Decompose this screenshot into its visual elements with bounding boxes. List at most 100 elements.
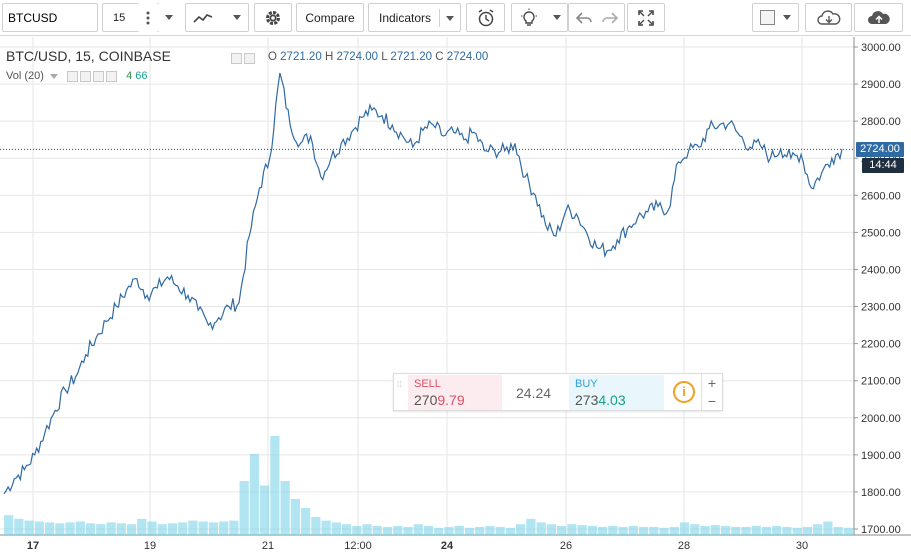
interval-dropdown-caret[interactable] (158, 3, 180, 32)
settings-button[interactable] (254, 3, 292, 32)
y-tick-label: 2300.00 (861, 302, 901, 314)
last-price-tag: 2724.00 (856, 142, 904, 157)
volume-label: Vol (20) (6, 70, 44, 82)
volume-bar (403, 526, 413, 535)
menu-dots-icon[interactable] (138, 3, 158, 32)
compare-button[interactable]: Compare (296, 3, 364, 32)
volume-bar (741, 526, 751, 535)
sell-button[interactable]: SELL 2709.79 (408, 375, 502, 410)
volume-bar (4, 515, 14, 535)
low-label: L (381, 51, 388, 63)
volume-bar (444, 526, 454, 535)
plus-icon[interactable]: + (707, 375, 717, 391)
info-icon[interactable]: i (673, 381, 695, 403)
chart-style-button[interactable] (185, 3, 249, 32)
x-tick-label: 26 (560, 540, 572, 552)
volume-bar (802, 526, 813, 535)
volume-bar (55, 523, 65, 535)
legend-close-icon[interactable] (106, 70, 118, 82)
chevron-down-icon[interactable] (49, 74, 58, 79)
x-tick-label: 17 (27, 540, 39, 552)
visibility-toggle-icon[interactable] (67, 70, 79, 82)
legend-settings-icon[interactable] (80, 70, 92, 82)
redo-icon[interactable] (601, 11, 619, 25)
volume-bar (208, 522, 219, 535)
volume-value-a: 4 (126, 70, 133, 82)
fullscreen-icon (638, 9, 654, 26)
color-theme-button[interactable] (752, 3, 799, 32)
volume-bar (65, 522, 75, 535)
bar-countdown-tag: 14:44 (862, 158, 904, 173)
x-tick-label: 19 (144, 540, 156, 552)
volume-bar (126, 524, 137, 535)
buy-button[interactable]: BUY 2734.03 (569, 375, 664, 410)
volume-bar (157, 524, 167, 535)
x-tick-label: 28 (678, 540, 690, 552)
volume-bar (516, 524, 526, 535)
volume-bar (669, 526, 679, 535)
volume-bar (475, 526, 485, 535)
volume-bar (178, 522, 188, 535)
volume-bar (341, 524, 352, 535)
chevron-down-icon (233, 15, 241, 20)
volume-bar (700, 526, 710, 535)
fullscreen-button[interactable] (627, 3, 665, 32)
top-toolbar: BTCUSD 15 Compare Indicators (0, 0, 911, 36)
undo-redo-group (568, 3, 625, 32)
bulb-icon (520, 8, 537, 26)
volume-bar (300, 508, 311, 535)
chart-area[interactable]: 3000.002900.002800.002700.002600.002500.… (0, 37, 911, 553)
volume-bar (106, 522, 116, 535)
volume-bar (290, 499, 300, 535)
close-value: 2724.00 (446, 51, 489, 63)
y-tick-label: 2500.00 (861, 227, 901, 239)
chevron-down-icon (783, 15, 791, 20)
price-line-series (3, 72, 843, 495)
y-tick-label: 1900.00 (861, 450, 901, 462)
x-tick-label: 24 (441, 540, 454, 552)
line-chart-icon (193, 13, 213, 23)
volume-bar (546, 524, 557, 535)
chevron-down-icon (165, 15, 173, 20)
drag-handle-icon[interactable]: ⁞⁞ (397, 380, 402, 389)
indicators-label: Indicators (379, 10, 432, 25)
volume-bar (280, 481, 290, 535)
alert-button[interactable] (466, 3, 505, 32)
price-chart[interactable]: 3000.002900.002800.002700.002600.002500.… (0, 37, 911, 553)
volume-bar (710, 525, 720, 535)
volume-bar (638, 526, 649, 535)
volume-bar (679, 522, 690, 535)
undo-icon[interactable] (575, 11, 593, 25)
y-tick-label: 2200.00 (861, 339, 901, 351)
spread-value: 24.24 (516, 385, 552, 401)
volume-bar (731, 526, 741, 535)
legend-plus-icon[interactable] (93, 70, 105, 82)
volume-bar (116, 523, 126, 535)
close-label: C (435, 51, 444, 63)
templates-button[interactable] (511, 3, 568, 32)
volume-bar (198, 521, 208, 535)
y-tick-label: 2600.00 (861, 190, 901, 202)
buy-label: BUY (575, 378, 598, 390)
volume-bar (608, 526, 618, 535)
legend-settings-icon[interactable] (244, 53, 255, 65)
volume-bar (393, 526, 403, 535)
sell-price-major: 270 (414, 392, 438, 408)
symbol-search-input[interactable]: BTCUSD (2, 3, 98, 32)
legend-symbol-title: BTC/USD, 15, COINBASE (6, 48, 171, 64)
volume-bar (239, 481, 249, 535)
visibility-toggle-icon[interactable] (231, 53, 242, 65)
volume-bar (823, 521, 833, 535)
minus-icon[interactable]: − (707, 393, 717, 409)
load-layout-button[interactable] (805, 3, 852, 32)
volume-bar (526, 518, 536, 535)
indicators-button[interactable]: Indicators (368, 3, 461, 32)
volume-bar (505, 527, 516, 535)
volume-bar (14, 518, 24, 535)
volume-bar (434, 527, 444, 535)
y-tick-label: 2900.00 (861, 79, 901, 91)
volume-bar (536, 522, 546, 535)
save-layout-button[interactable] (854, 3, 903, 32)
volume-bar (792, 527, 802, 535)
volume-bar (464, 527, 475, 535)
